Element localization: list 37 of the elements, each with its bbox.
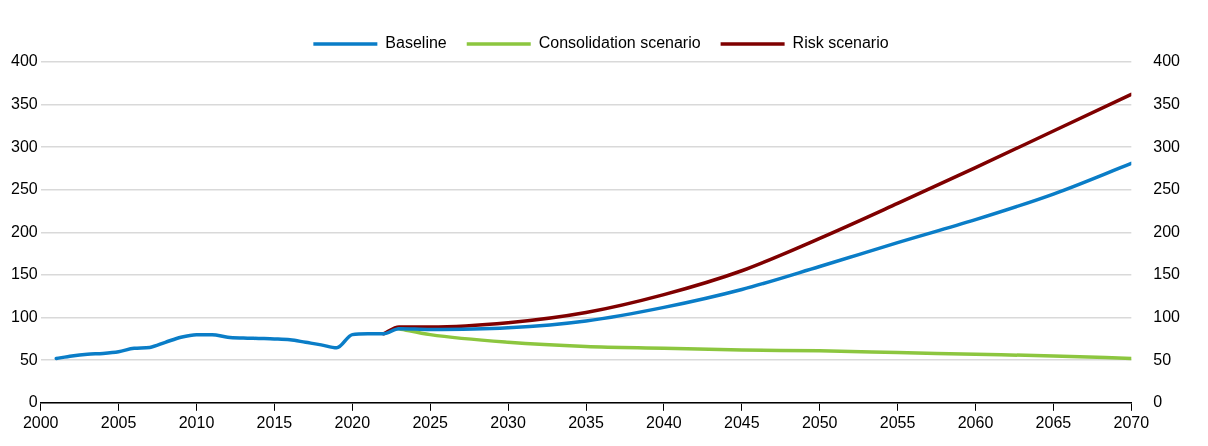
x-tick-label: 2005 <box>100 413 137 431</box>
y2-tick-label: 400 <box>1153 52 1181 70</box>
y2-tick-label: 100 <box>1153 308 1181 326</box>
x-tick-label: 2030 <box>490 413 526 431</box>
y2-tick-label: 250 <box>1153 180 1181 198</box>
legend-label: Risk scenario <box>792 34 889 52</box>
y2-tick-label: 50 <box>1153 350 1172 368</box>
x-tick-label: 2050 <box>801 413 838 431</box>
x-tick-label: 2070 <box>1113 413 1150 431</box>
y-tick-label: 200 <box>10 222 38 240</box>
y2-tick-label: 0 <box>1153 393 1163 411</box>
y2-tick-label: 300 <box>1153 137 1181 155</box>
x-tick-label: 2060 <box>957 413 994 431</box>
x-tick-label: 2010 <box>178 413 215 431</box>
y2-tick-label: 350 <box>1153 95 1181 113</box>
y-tick-label: 300 <box>10 137 38 155</box>
y-tick-label: 0 <box>28 393 38 411</box>
y2-tick-label: 150 <box>1153 265 1181 283</box>
legend-label: Baseline <box>385 34 447 52</box>
line-series <box>54 161 1132 361</box>
y-tick-label: 400 <box>10 52 38 70</box>
x-tick-label: 2035 <box>568 413 604 431</box>
x-tick-label: 2045 <box>724 413 760 431</box>
y-tick-label: 150 <box>10 265 38 283</box>
y-tick-label: 350 <box>10 95 38 113</box>
legend-label: Consolidation scenario <box>538 34 701 52</box>
x-tick-label: 2040 <box>646 413 682 431</box>
x-tick-label: 2065 <box>1035 413 1072 431</box>
x-tick-label: 2020 <box>334 413 371 431</box>
y2-tick-label: 200 <box>1153 222 1181 240</box>
x-tick-label: 2015 <box>256 413 293 431</box>
x-tick-label: 2055 <box>879 413 916 431</box>
y-tick-label: 50 <box>19 350 38 368</box>
x-tick-label: 2025 <box>412 413 449 431</box>
x-tick-label: 2000 <box>22 413 59 431</box>
y-tick-label: 100 <box>10 308 38 326</box>
y-tick-label: 250 <box>10 180 38 198</box>
